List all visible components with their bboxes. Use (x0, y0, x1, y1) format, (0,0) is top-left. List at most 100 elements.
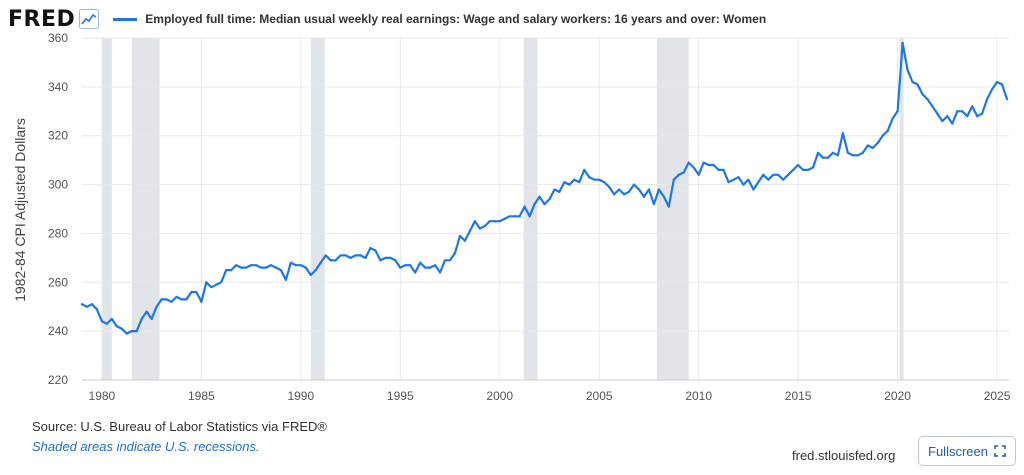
x-tick-label-2025: 2025 (984, 389, 1011, 403)
data-point-2 (90, 303, 94, 306)
data-point-107 (613, 193, 616, 196)
data-point-3 (95, 308, 99, 311)
fred-logo[interactable]: FRED (8, 6, 76, 32)
data-point-123 (692, 166, 695, 169)
data-point-17 (165, 298, 168, 301)
line-graph-icon (79, 9, 100, 29)
fullscreen-button[interactable]: Fullscreen (918, 436, 1016, 466)
data-point-46 (309, 273, 312, 277)
data-point-140 (777, 173, 780, 176)
x-tick-label-2015: 2015 (785, 389, 812, 403)
data-point-77 (463, 239, 467, 242)
data-point-88 (518, 215, 521, 218)
data-point-23 (195, 290, 198, 294)
data-point-117 (662, 195, 665, 198)
data-point-61 (384, 256, 387, 259)
data-point-138 (767, 178, 770, 181)
data-point-20 (180, 298, 183, 301)
data-point-24 (200, 300, 203, 303)
data-point-131 (732, 178, 735, 181)
data-point-11 (135, 330, 138, 333)
data-point-162 (886, 129, 889, 132)
data-point-63 (394, 259, 397, 262)
data-point-53 (344, 254, 347, 257)
data-point-29 (225, 268, 228, 272)
data-point-99 (573, 178, 576, 181)
data-point-60 (379, 259, 382, 262)
data-point-119 (672, 178, 675, 181)
data-point-95 (553, 188, 556, 191)
data-point-96 (558, 190, 561, 193)
data-point-59 (374, 249, 377, 252)
data-point-58 (369, 246, 372, 250)
data-point-51 (334, 259, 337, 262)
data-point-146 (806, 168, 810, 172)
data-point-116 (657, 188, 660, 191)
data-point-66 (409, 264, 412, 267)
data-point-100 (578, 181, 581, 184)
data-point-69 (424, 266, 427, 269)
data-point-118 (667, 205, 670, 208)
data-point-78 (468, 229, 472, 233)
data-point-179 (971, 105, 974, 108)
expand-icon (994, 445, 1006, 457)
data-point-176 (956, 110, 959, 113)
data-point-175 (951, 122, 954, 125)
data-point-90 (528, 215, 531, 218)
data-point-154 (846, 151, 849, 154)
data-point-126 (707, 163, 710, 167)
axis-layer: 220 240 260 280 300 320 340 360 1980 1985 1990 1995… (48, 31, 1011, 403)
data-point-165 (901, 41, 904, 44)
data-point-1 (85, 305, 89, 308)
y-tick-label-280: 280 (48, 226, 68, 240)
data-point-16 (160, 298, 163, 301)
data-point-159 (871, 146, 874, 150)
site-url[interactable]: fred.stlouisfed.org (792, 448, 896, 463)
legend-label[interactable]: Employed full time: Median usual weekly … (145, 12, 767, 26)
data-point-163 (891, 117, 894, 120)
data-point-177 (961, 110, 964, 113)
x-tick-label-2005: 2005 (586, 389, 613, 403)
data-point-67 (414, 271, 417, 274)
data-point-133 (742, 183, 745, 186)
series-layer (80, 41, 1009, 335)
data-point-26 (210, 286, 213, 289)
data-point-81 (483, 225, 486, 228)
data-point-161 (881, 134, 884, 137)
recession-band-2 (310, 38, 325, 380)
data-point-115 (652, 203, 656, 206)
data-point-98 (568, 183, 571, 186)
recession-band-3 (523, 38, 538, 380)
y-tick-label-240: 240 (48, 324, 68, 338)
data-point-160 (876, 141, 879, 145)
data-point-31 (235, 264, 238, 267)
data-point-164 (896, 110, 899, 113)
data-point-7 (115, 325, 118, 328)
data-point-50 (329, 259, 332, 262)
data-point-68 (419, 261, 422, 264)
data-point-105 (603, 181, 606, 184)
data-point-174 (946, 115, 949, 118)
data-point-142 (787, 173, 790, 176)
data-point-110 (627, 190, 631, 193)
data-point-136 (757, 181, 760, 184)
data-point-87 (513, 215, 516, 218)
data-point-85 (503, 217, 506, 220)
data-point-21 (185, 298, 188, 301)
data-point-8 (120, 327, 123, 330)
data-point-47 (314, 268, 317, 272)
data-point-34 (249, 264, 253, 267)
x-tick-label-2020: 2020 (884, 389, 911, 403)
x-tick-label-1980: 1980 (89, 389, 116, 403)
data-point-103 (593, 178, 596, 181)
recession-layer (101, 38, 904, 380)
data-point-129 (722, 168, 725, 172)
data-point-143 (792, 168, 795, 172)
data-point-128 (717, 168, 720, 172)
data-point-5 (105, 322, 108, 325)
graph-header: FRED Employed full time: Median usual we… (8, 6, 766, 32)
data-point-106 (608, 185, 611, 189)
data-point-49 (324, 254, 327, 257)
data-point-70 (429, 266, 432, 269)
